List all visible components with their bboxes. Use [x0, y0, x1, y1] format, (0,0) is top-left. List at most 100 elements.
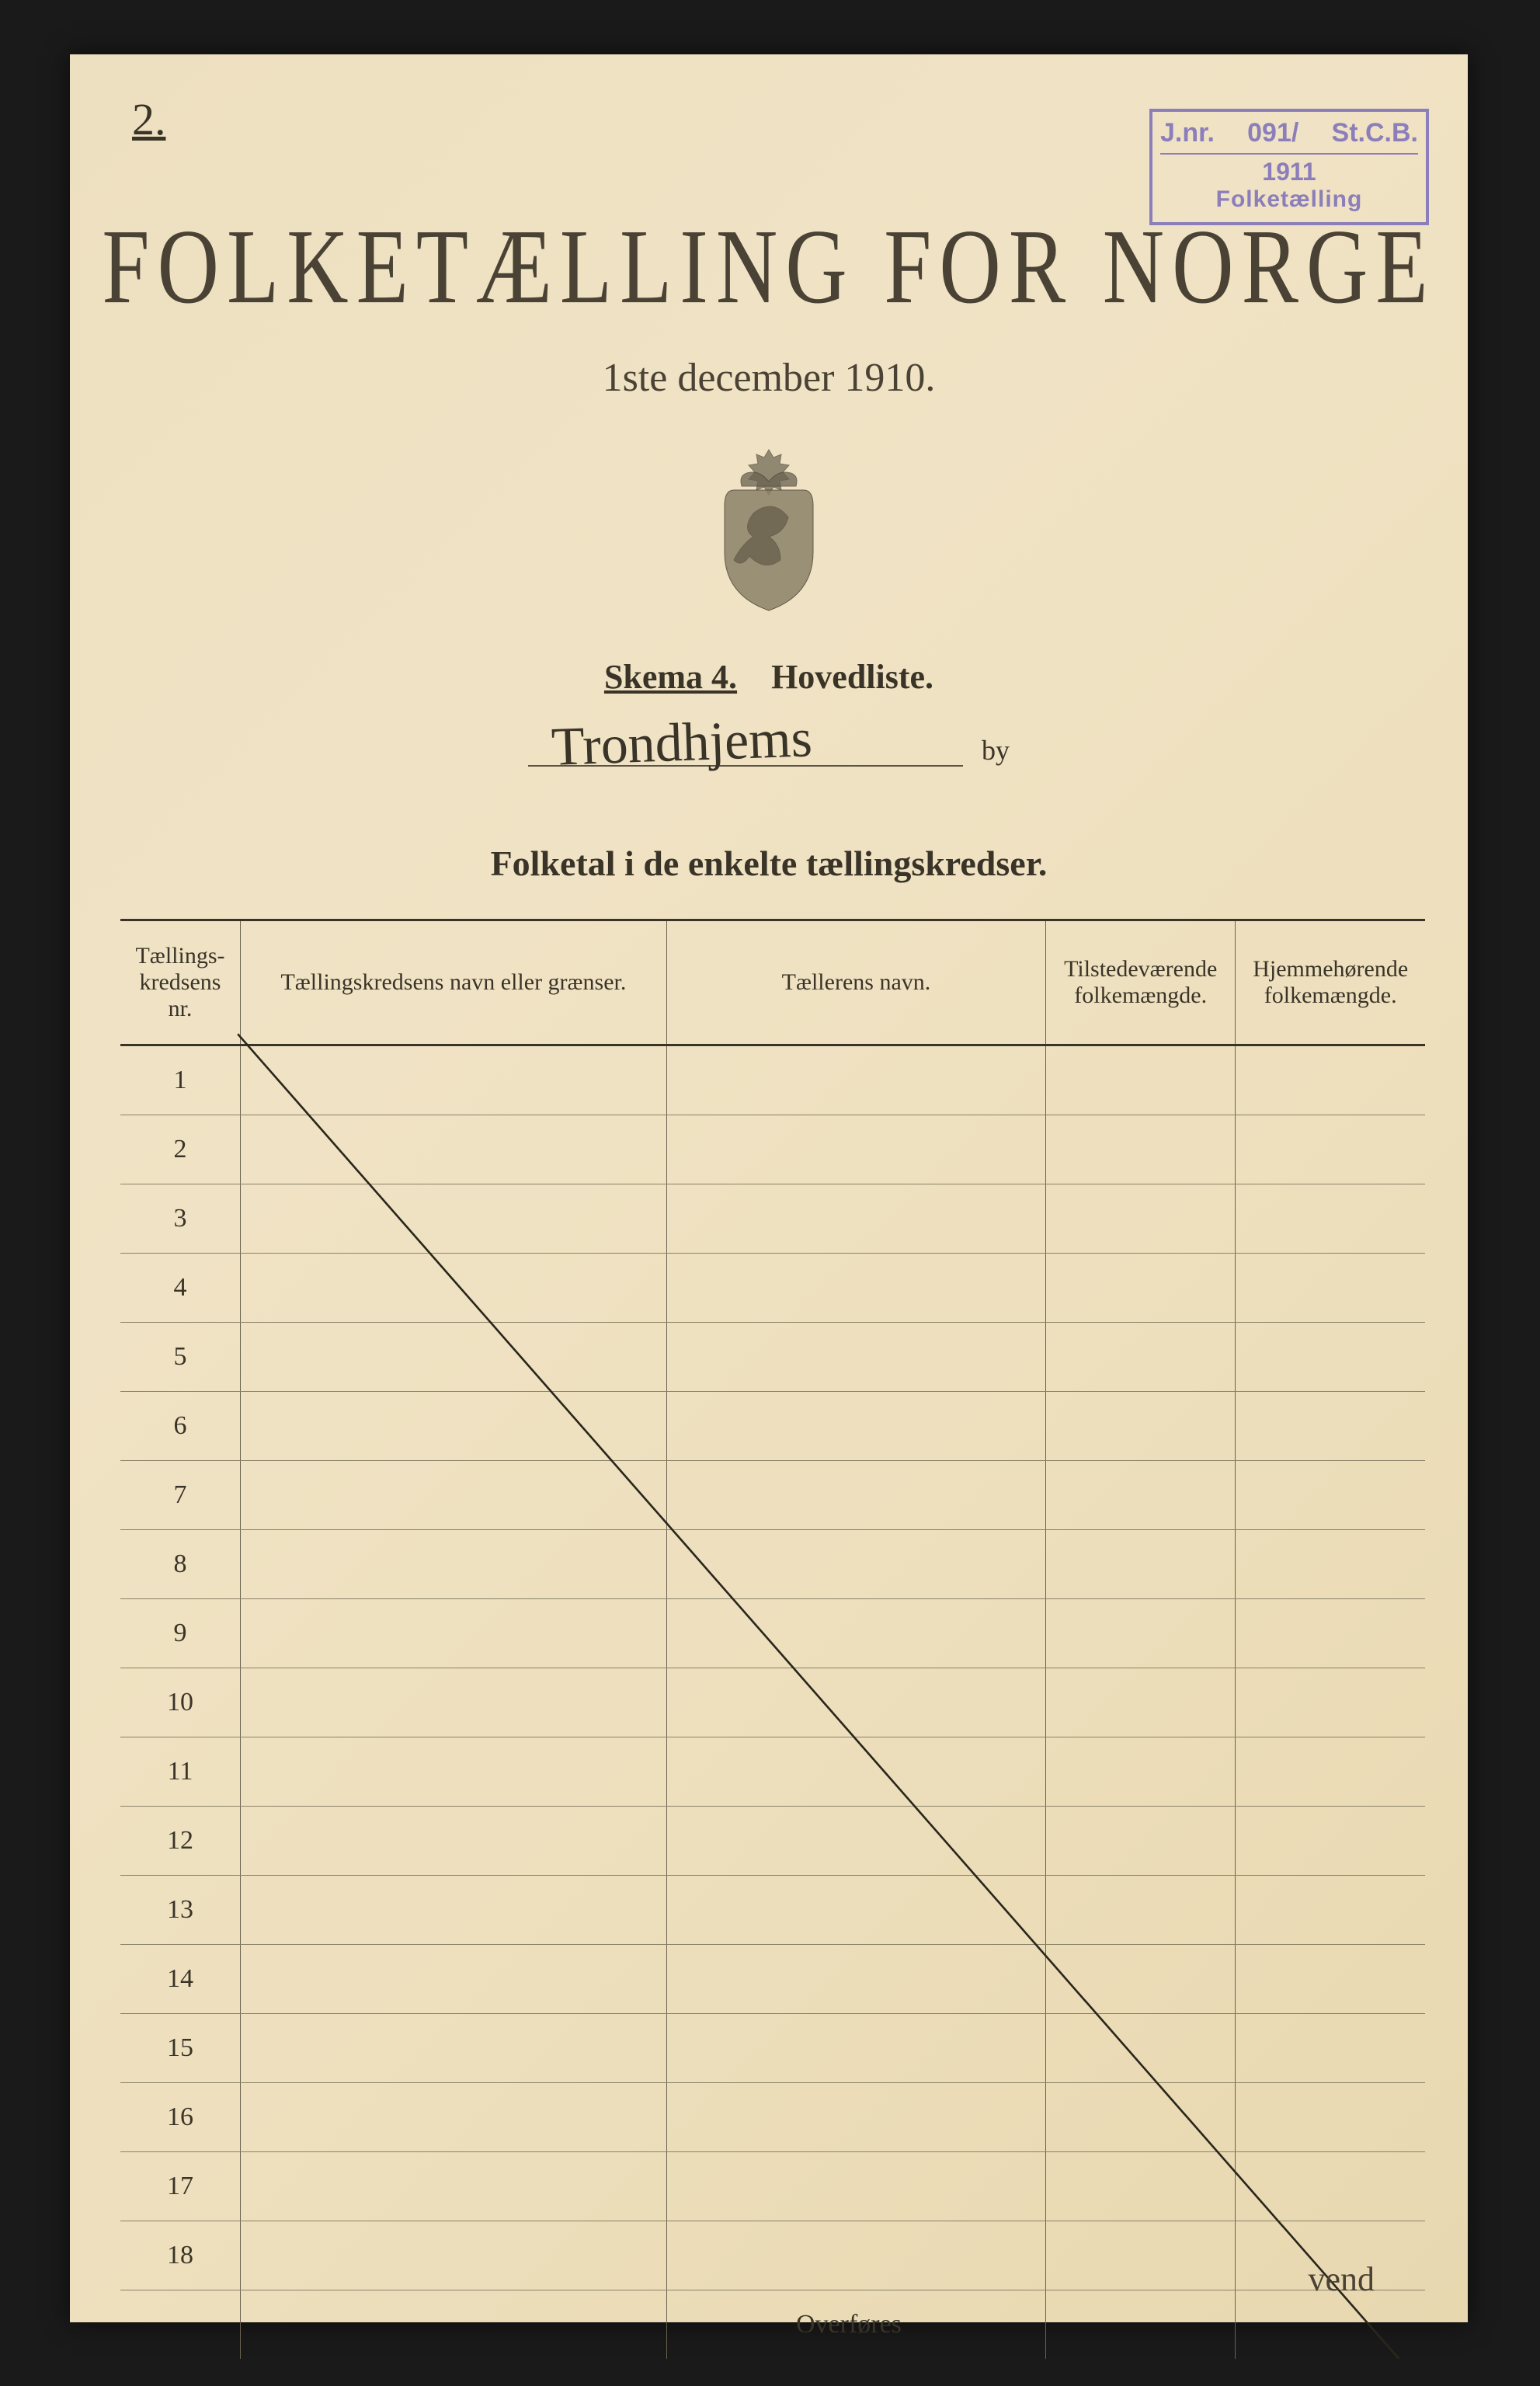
empty-cell	[240, 2221, 666, 2290]
empty-cell	[1046, 1461, 1236, 1530]
row-number: 3	[120, 1184, 240, 1254]
row-number: 1	[120, 1045, 240, 1115]
table-row: 15	[120, 2014, 1425, 2083]
col-header-resident: Hjemmehørende folkemængde.	[1236, 920, 1425, 1045]
empty-cell	[240, 1807, 666, 1876]
table-row: 5	[120, 1323, 1425, 1392]
skema-text: Hovedliste.	[771, 658, 933, 696]
empty-cell	[1046, 1599, 1236, 1668]
empty-cell	[240, 2083, 666, 2152]
table-row: 7	[120, 1461, 1425, 1530]
col-header-number: Tællings- kredsens nr.	[120, 920, 240, 1045]
table-row: 4	[120, 1254, 1425, 1323]
empty-cell	[240, 1323, 666, 1392]
col-header-name: Tællingskredsens navn eller grænser.	[240, 920, 666, 1045]
stamp-jnr-value: 091/	[1247, 118, 1298, 148]
empty-cell	[666, 1599, 1045, 1668]
table-row: 1	[120, 1045, 1425, 1115]
empty-cell	[666, 2014, 1045, 2083]
empty-cell	[1236, 1945, 1425, 2014]
row-number: 9	[120, 1599, 240, 1668]
table-section-title: Folketal i de enkelte tællingskredser.	[70, 843, 1468, 884]
empty-cell	[240, 1876, 666, 1945]
row-number: 10	[120, 1668, 240, 1737]
document-paper: 2. J.nr. 091/ St.C.B. 1911 Folketælling …	[70, 54, 1468, 2322]
table-wrapper: Tællings- kredsens nr. Tællingskredsens …	[120, 919, 1425, 2359]
row-number: 2	[120, 1115, 240, 1184]
row-number: 18	[120, 2221, 240, 2290]
row-number: 17	[120, 2152, 240, 2221]
empty-cell	[240, 1945, 666, 2014]
row-number: 11	[120, 1737, 240, 1807]
table-row: 3	[120, 1184, 1425, 1254]
col-header-present: Tilstedeværende folkemængde.	[1046, 920, 1236, 1045]
empty-cell	[1046, 2221, 1236, 2290]
empty-cell	[1236, 1115, 1425, 1184]
empty-cell	[666, 1461, 1045, 1530]
empty-cell	[240, 1184, 666, 1254]
empty-cell	[666, 1737, 1045, 1807]
table-header-row: Tællings- kredsens nr. Tællingskredsens …	[120, 920, 1425, 1045]
table-row: 12	[120, 1807, 1425, 1876]
city-name-handwritten: Trondhjems	[551, 708, 813, 779]
empty-cell	[666, 1668, 1045, 1737]
empty-cell	[666, 1115, 1045, 1184]
table-row: 18	[120, 2221, 1425, 2290]
city-suffix: by	[982, 734, 1010, 767]
row-number: 15	[120, 2014, 240, 2083]
table-row: 10	[120, 1668, 1425, 1737]
empty-cell	[240, 2014, 666, 2083]
page-number-handwritten: 2.	[132, 93, 166, 145]
carry-forward-label: Overføres	[666, 2290, 1045, 2360]
empty-cell	[240, 1668, 666, 1737]
col-header-teller: Tællerens navn.	[666, 920, 1045, 1045]
empty-cell	[1236, 1876, 1425, 1945]
empty-cell	[240, 2290, 666, 2360]
table-row: 11	[120, 1737, 1425, 1807]
bottom-handwritten-note: vend	[1308, 2259, 1375, 2299]
empty-cell	[1236, 1323, 1425, 1392]
empty-cell	[240, 2152, 666, 2221]
empty-cell	[1046, 1045, 1236, 1115]
row-number: 6	[120, 1392, 240, 1461]
census-table: Tællings- kredsens nr. Tællingskredsens …	[120, 919, 1425, 2359]
empty-cell	[1236, 1392, 1425, 1461]
row-number: 16	[120, 2083, 240, 2152]
empty-cell	[1046, 1184, 1236, 1254]
table-row: 17	[120, 2152, 1425, 2221]
table-row: 6	[120, 1392, 1425, 1461]
empty-cell	[1046, 2014, 1236, 2083]
stamp-jnr-label: J.nr.	[1160, 118, 1215, 148]
document-subtitle: 1ste december 1910.	[70, 355, 1468, 401]
empty-cell	[1236, 1530, 1425, 1599]
row-number: 4	[120, 1254, 240, 1323]
page-wrapper: 2. J.nr. 091/ St.C.B. 1911 Folketælling …	[0, 0, 1540, 2386]
table-row: 16	[120, 2083, 1425, 2152]
stamp-line-1: J.nr. 091/ St.C.B.	[1160, 118, 1418, 155]
empty-cell	[666, 2152, 1045, 2221]
carry-forward-resident	[1236, 2290, 1425, 2360]
empty-cell	[240, 1045, 666, 1115]
empty-cell	[666, 1323, 1045, 1392]
empty-cell	[1236, 1807, 1425, 1876]
empty-cell	[1236, 1668, 1425, 1737]
row-number: 13	[120, 1876, 240, 1945]
row-number: 12	[120, 1807, 240, 1876]
empty-cell	[1046, 2152, 1236, 2221]
empty-cell	[1236, 1045, 1425, 1115]
skema-line: Skema 4. Hovedliste.	[70, 657, 1468, 697]
table-row: 2	[120, 1115, 1425, 1184]
city-fill-line: Trondhjems	[528, 711, 963, 767]
empty-cell	[1236, 1599, 1425, 1668]
skema-label: Skema 4.	[604, 658, 737, 696]
empty-cell	[1236, 2083, 1425, 2152]
table-row: 9	[120, 1599, 1425, 1668]
stamp-stcb-label: St.C.B.	[1332, 118, 1418, 148]
empty-cell	[666, 1876, 1045, 1945]
empty-cell	[1046, 1323, 1236, 1392]
empty-cell	[666, 1530, 1045, 1599]
carry-forward-present	[1046, 2290, 1236, 2360]
empty-cell	[240, 1392, 666, 1461]
empty-cell	[666, 1254, 1045, 1323]
empty-cell	[1236, 1254, 1425, 1323]
